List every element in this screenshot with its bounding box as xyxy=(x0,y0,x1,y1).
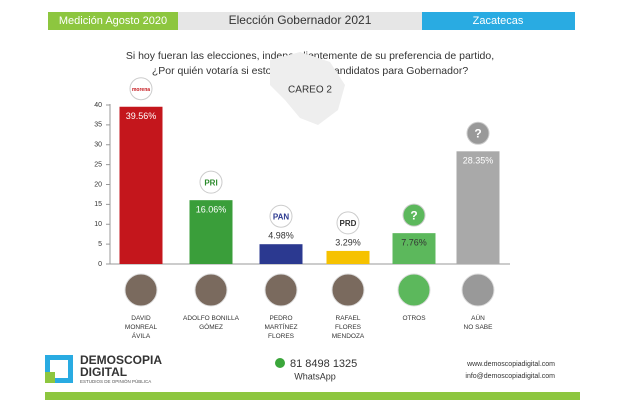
candidate-name-line: MENDOZA xyxy=(332,333,365,340)
candidate-photo xyxy=(461,273,495,307)
y-tick-label: 35 xyxy=(94,122,102,129)
candidate-name: RAFAEL FLORES MENDOZA xyxy=(332,315,365,340)
candidate-name: ADOLFO BONILLA GÓMEZ xyxy=(183,315,240,331)
candidate-name-line: NO SABE xyxy=(464,324,494,331)
y-tick-label: 10 xyxy=(94,221,102,228)
value-label: 16.06% xyxy=(196,205,227,215)
party-logo-text: PRI xyxy=(204,178,217,187)
candidate-name-line: DAVID xyxy=(131,315,151,322)
party-logo xyxy=(269,204,293,228)
header-right: Zacatecas xyxy=(473,15,524,27)
value-label: 39.56% xyxy=(126,111,157,121)
bar xyxy=(456,151,500,264)
whatsapp-icon xyxy=(275,358,285,368)
candidate-name-line: ADOLFO BONILLA xyxy=(183,315,240,322)
candidate-name-line: PEDRO xyxy=(269,315,292,322)
party-logo-text: ? xyxy=(410,208,417,222)
y-tick-label: 20 xyxy=(94,181,102,188)
value-label: 3.29% xyxy=(335,237,361,247)
y-tick-label: 40 xyxy=(94,102,102,109)
candidate-photo xyxy=(264,273,298,307)
candidate-name-line: AÚN xyxy=(471,313,485,322)
phone: 81 8498 1325 xyxy=(290,358,357,370)
header-left-box xyxy=(48,12,178,30)
y-tick-label: 30 xyxy=(94,142,102,149)
candidate-name-line: RAFAEL xyxy=(336,315,361,322)
party-logo xyxy=(129,77,153,101)
header-center: Elección Gobernador 2021 xyxy=(229,13,372,27)
y-tick-label: 25 xyxy=(94,161,102,168)
bar xyxy=(392,233,436,264)
brand: DIGITAL xyxy=(80,365,127,379)
candidate-name-line: GÓMEZ xyxy=(199,322,223,331)
bar xyxy=(189,200,233,264)
candidate-photo xyxy=(194,273,228,307)
bar xyxy=(326,250,370,264)
candidate-photo xyxy=(124,273,158,307)
candidate-name: PEDRO MARTÍNEZ FLORES xyxy=(264,315,297,340)
party-logo xyxy=(199,170,223,194)
brand-logo-accent xyxy=(45,372,55,383)
footer-bar xyxy=(45,392,580,400)
candidate-photo xyxy=(397,273,431,307)
whatsapp: WhatsApp xyxy=(294,371,336,381)
party-logo xyxy=(466,121,490,145)
tagline: ESTUDIOS DE OPINIÓN PÚBLICA xyxy=(80,378,151,384)
candidate-name: DAVID MONREAL ÁVILA xyxy=(125,315,158,340)
map-silhouette xyxy=(270,52,345,125)
candidate-name-line: MARTÍNEZ xyxy=(264,322,297,331)
brand: DEMOSCOPIA xyxy=(80,353,162,367)
value-label: 7.76% xyxy=(401,238,427,248)
bar xyxy=(119,106,163,265)
y-tick-label: 15 xyxy=(94,201,102,208)
y-tick-label: 5 xyxy=(98,241,102,248)
value-label: 28.35% xyxy=(463,156,494,166)
header-center-box xyxy=(178,12,422,30)
party-logo xyxy=(336,211,360,235)
chart-title: CAREO 2 xyxy=(288,85,332,96)
footer: DEMOSCOPIA DIGITAL ESTUDIOS DE OPINIÓN P… xyxy=(45,353,580,400)
party-logo-text: PRD xyxy=(340,219,357,228)
web: www.demoscopiadigital.com xyxy=(466,361,555,368)
party-logo-text: ? xyxy=(474,126,481,140)
value-label: 4.98% xyxy=(268,231,294,241)
party-logo-text: PAN xyxy=(273,212,290,221)
candidate-photo xyxy=(331,273,365,307)
candidate-name-line: OTROS xyxy=(402,315,426,322)
y-tick-label: 0 xyxy=(98,261,102,268)
party-logo-text: morena xyxy=(132,87,150,93)
candidate-name: OTROS xyxy=(402,315,426,322)
email: info@demoscopiadigital.com xyxy=(465,373,555,380)
header-right-box xyxy=(422,12,575,30)
candidate-name-line: FLORES xyxy=(268,333,295,340)
candidate-name-line: ÁVILA xyxy=(132,331,151,340)
party-logo xyxy=(402,203,426,227)
candidate-name: AÚN NO SABE xyxy=(464,313,494,331)
bar xyxy=(259,244,303,264)
header-left: Medición Agosto 2020 xyxy=(59,15,167,27)
candidate-name-line: FLORES xyxy=(335,324,362,331)
candidate-name-line: MONREAL xyxy=(125,324,158,331)
